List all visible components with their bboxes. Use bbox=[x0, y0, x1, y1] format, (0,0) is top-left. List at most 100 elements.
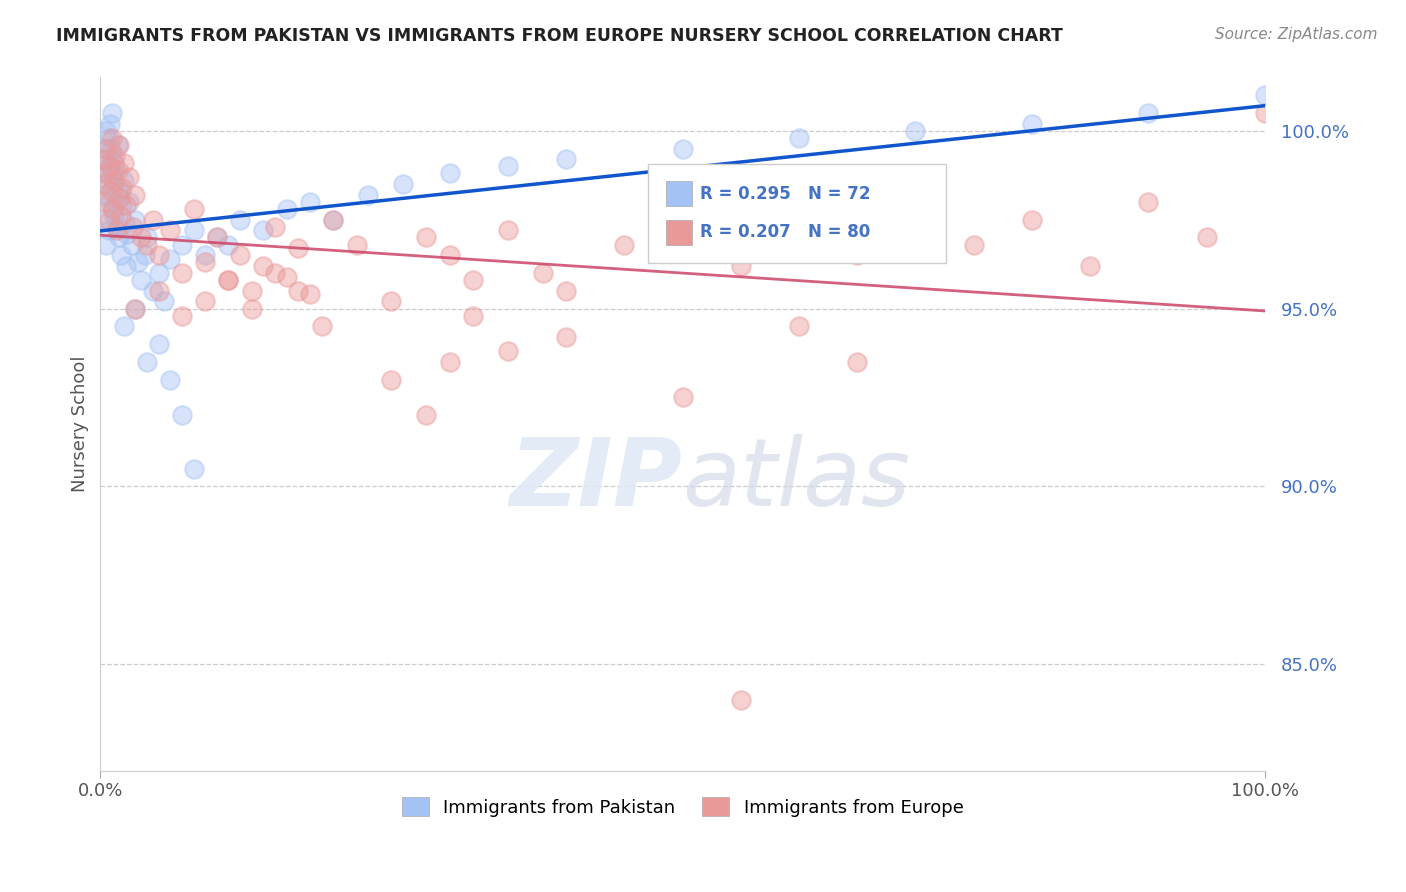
Text: R = 0.295   N = 72: R = 0.295 N = 72 bbox=[700, 185, 870, 202]
Point bbox=[91, 166, 114, 180]
Point bbox=[127, 255, 149, 269]
Y-axis label: Nursery School: Nursery School bbox=[72, 356, 89, 492]
Point bbox=[121, 237, 143, 252]
Point bbox=[98, 159, 121, 173]
Text: R = 0.207   N = 80: R = 0.207 N = 80 bbox=[700, 223, 870, 241]
Point bbox=[96, 152, 118, 166]
Point bbox=[101, 148, 124, 162]
Point bbox=[129, 273, 152, 287]
Point bbox=[124, 301, 146, 316]
Point bbox=[96, 142, 118, 156]
Point bbox=[461, 273, 484, 287]
Point bbox=[357, 187, 380, 202]
Point bbox=[111, 180, 134, 194]
Point bbox=[194, 255, 217, 269]
Point bbox=[101, 202, 124, 216]
Point bbox=[148, 266, 170, 280]
Point bbox=[276, 202, 298, 216]
Point bbox=[613, 237, 636, 252]
Point bbox=[148, 248, 170, 262]
Point bbox=[555, 152, 578, 166]
Point bbox=[183, 461, 205, 475]
Point bbox=[107, 191, 129, 205]
Point bbox=[415, 230, 437, 244]
Point bbox=[101, 180, 124, 194]
Point bbox=[148, 337, 170, 351]
Point bbox=[380, 294, 402, 309]
Point bbox=[287, 241, 309, 255]
Point bbox=[107, 138, 129, 153]
Point bbox=[217, 273, 239, 287]
Point bbox=[730, 692, 752, 706]
Point bbox=[105, 219, 128, 234]
Point bbox=[380, 373, 402, 387]
Point bbox=[148, 284, 170, 298]
Point bbox=[1195, 230, 1218, 244]
Point bbox=[217, 273, 239, 287]
Point bbox=[392, 177, 415, 191]
Point bbox=[118, 194, 141, 209]
Point bbox=[439, 248, 461, 262]
Point bbox=[129, 230, 152, 244]
Point bbox=[1078, 259, 1101, 273]
Point bbox=[1254, 88, 1277, 103]
Text: atlas: atlas bbox=[682, 434, 911, 525]
Point bbox=[104, 162, 127, 177]
Point bbox=[97, 212, 120, 227]
Point bbox=[252, 223, 274, 237]
Point bbox=[91, 177, 114, 191]
Point bbox=[287, 284, 309, 298]
Point bbox=[555, 330, 578, 344]
Point bbox=[240, 284, 263, 298]
Point bbox=[205, 230, 228, 244]
Point bbox=[170, 309, 193, 323]
Point bbox=[93, 152, 115, 166]
Point bbox=[904, 124, 927, 138]
Point bbox=[671, 212, 693, 227]
Point bbox=[159, 252, 181, 266]
Point bbox=[461, 309, 484, 323]
Point bbox=[904, 223, 927, 237]
Point bbox=[194, 248, 217, 262]
Point bbox=[322, 212, 344, 227]
Point bbox=[103, 173, 125, 187]
Point bbox=[98, 194, 121, 209]
Text: ZIP: ZIP bbox=[510, 434, 682, 525]
Point bbox=[1254, 106, 1277, 120]
Point bbox=[101, 131, 124, 145]
Point bbox=[415, 408, 437, 422]
Point bbox=[112, 319, 135, 334]
Point bbox=[112, 173, 135, 187]
Point bbox=[217, 237, 239, 252]
Point bbox=[496, 344, 519, 359]
Point bbox=[1021, 117, 1043, 131]
Point bbox=[298, 287, 321, 301]
Point bbox=[229, 248, 252, 262]
Point bbox=[264, 266, 287, 280]
Legend: Immigrants from Pakistan, Immigrants from Europe: Immigrants from Pakistan, Immigrants fro… bbox=[394, 790, 972, 824]
Point bbox=[96, 237, 118, 252]
Point bbox=[122, 219, 145, 234]
Point bbox=[153, 294, 176, 309]
Point bbox=[93, 212, 115, 227]
Point bbox=[159, 373, 181, 387]
Point bbox=[107, 162, 129, 177]
Point bbox=[93, 142, 115, 156]
Point bbox=[136, 230, 159, 244]
Point bbox=[846, 355, 869, 369]
Point bbox=[1137, 106, 1160, 120]
Point bbox=[112, 155, 135, 169]
Point bbox=[531, 266, 554, 280]
Text: Source: ZipAtlas.com: Source: ZipAtlas.com bbox=[1215, 27, 1378, 42]
Text: IMMIGRANTS FROM PAKISTAN VS IMMIGRANTS FROM EUROPE NURSERY SCHOOL CORRELATION CH: IMMIGRANTS FROM PAKISTAN VS IMMIGRANTS F… bbox=[56, 27, 1063, 45]
Point bbox=[105, 223, 128, 237]
Point bbox=[183, 223, 205, 237]
Point bbox=[96, 177, 118, 191]
Point bbox=[205, 230, 228, 244]
Point bbox=[142, 212, 165, 227]
Point bbox=[100, 169, 122, 184]
Point bbox=[671, 142, 693, 156]
Point bbox=[111, 198, 134, 212]
Point bbox=[229, 212, 252, 227]
Point bbox=[194, 294, 217, 309]
